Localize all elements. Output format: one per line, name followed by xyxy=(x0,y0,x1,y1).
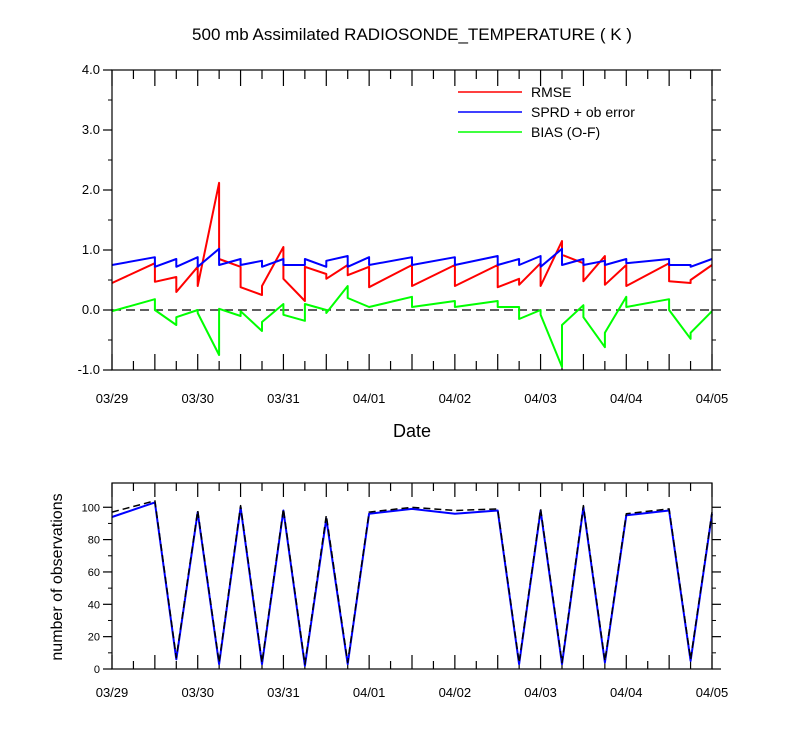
x-tick-label: 04/01 xyxy=(353,391,386,406)
x-tick-label: 03/30 xyxy=(181,391,214,406)
legend-label: BIAS (O-F) xyxy=(531,124,600,140)
y-tick-label: 20 xyxy=(88,632,100,644)
x-tick-label: 04/03 xyxy=(524,391,557,406)
x-tick-label: 03/30 xyxy=(181,685,214,700)
y-tick-label: 80 xyxy=(88,535,100,547)
x-tick-label: 03/31 xyxy=(267,391,300,406)
chart-title: 500 mb Assimilated RADIOSONDE_TEMPERATUR… xyxy=(192,25,632,44)
y-tick-label: 0 xyxy=(94,664,100,676)
x-tick-label: 04/01 xyxy=(353,685,386,700)
y-tick-label: 100 xyxy=(82,502,100,514)
y-tick-label: 2.0 xyxy=(82,182,100,197)
y-tick-label: -1.0 xyxy=(78,362,100,377)
x-tick-label: 04/02 xyxy=(439,685,472,700)
x-tick-label: 03/29 xyxy=(96,391,129,406)
x-tick-label: 04/02 xyxy=(439,391,472,406)
legend-label: RMSE xyxy=(531,84,571,100)
x-tick-label: 04/03 xyxy=(524,685,557,700)
series-line-0 xyxy=(111,501,713,667)
top-plot: 03/29 03/30 03/31 04/01 04/02 04/03 04/04 04/05… xyxy=(78,62,729,441)
series-line-2 xyxy=(111,285,713,368)
bottom-plot-frame xyxy=(111,482,713,670)
series-line-0 xyxy=(111,181,713,302)
y-tick-label: 3.0 xyxy=(82,122,100,137)
y-tick-label: 40 xyxy=(88,599,100,611)
legend: RMSE SPRD + ob error BIAS (O-F) xyxy=(458,84,635,140)
legend-label: SPRD + ob error xyxy=(531,104,635,120)
top-plot-frame xyxy=(111,69,713,371)
x-tick-label: 04/05 xyxy=(696,685,729,700)
y-tick-label: 60 xyxy=(88,567,100,579)
x-tick-label: 04/04 xyxy=(610,391,643,406)
x-tick-label: 04/05 xyxy=(696,391,729,406)
series-line-1 xyxy=(111,247,713,268)
bottom-plot: 03/29 03/30 03/31 04/01 04/02 04/03 04/04 04/05… xyxy=(49,482,729,700)
y-tick-label: 1.0 xyxy=(82,242,100,257)
x-tick-label: 04/04 xyxy=(610,685,643,700)
x-axis-label: Date xyxy=(393,421,431,441)
y-tick-label: 4.0 xyxy=(82,62,100,77)
y-tick-label: 0.0 xyxy=(82,302,100,317)
x-tick-label: 03/31 xyxy=(267,685,300,700)
series-line-1 xyxy=(111,500,713,665)
y-axis-label-observations: number of observations xyxy=(49,493,66,660)
x-tick-label: 03/29 xyxy=(96,685,129,700)
